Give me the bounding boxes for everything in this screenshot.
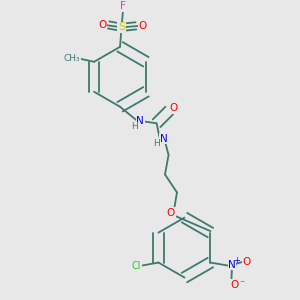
Text: S: S bbox=[118, 22, 125, 32]
Text: H: H bbox=[131, 122, 137, 131]
Text: N: N bbox=[228, 260, 236, 270]
Text: O: O bbox=[98, 20, 106, 30]
Text: CH₃: CH₃ bbox=[64, 54, 80, 63]
Text: O: O bbox=[169, 103, 178, 113]
Text: ⁻: ⁻ bbox=[240, 279, 245, 289]
Text: N: N bbox=[136, 116, 144, 126]
Text: H: H bbox=[153, 139, 160, 148]
Text: O: O bbox=[230, 280, 238, 290]
Text: Cl: Cl bbox=[132, 260, 141, 271]
Text: O: O bbox=[138, 21, 147, 31]
Text: +: + bbox=[233, 256, 240, 265]
Text: N: N bbox=[160, 134, 168, 143]
Text: F: F bbox=[120, 2, 126, 11]
Text: O: O bbox=[242, 257, 250, 267]
Text: O: O bbox=[167, 208, 175, 218]
